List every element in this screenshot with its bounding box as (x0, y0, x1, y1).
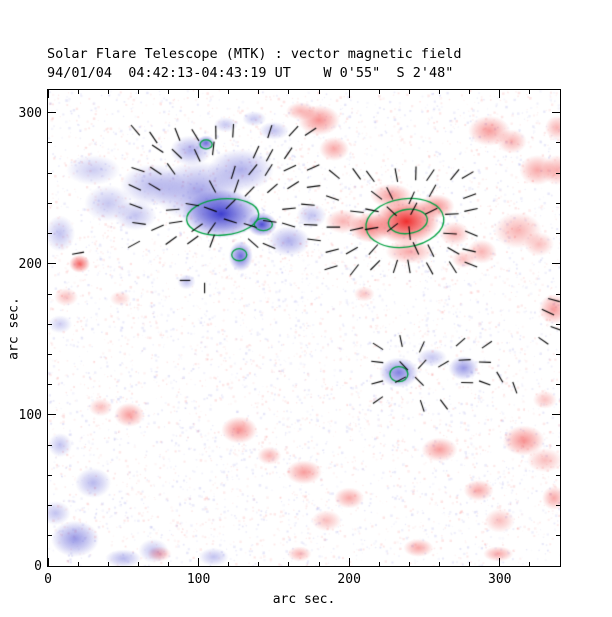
x-axis-tick (198, 558, 200, 566)
x-tick-label: 0 (44, 572, 52, 587)
y-axis-tick (48, 505, 52, 507)
y-axis-tick (556, 444, 560, 446)
y-axis-tick (48, 474, 52, 476)
x-axis-tick (258, 562, 260, 566)
y-tick-label: 200 (18, 256, 42, 272)
y-axis-tick (48, 293, 52, 295)
x-axis-tick (77, 562, 79, 566)
x-tick-label: 300 (488, 572, 512, 587)
y-axis-tick (552, 263, 560, 265)
x-axis-tick (107, 562, 109, 566)
x-axis-tick (137, 90, 139, 94)
x-axis-tick (77, 90, 79, 94)
x-axis-tick (469, 562, 471, 566)
y-axis-tick (556, 172, 560, 174)
x-axis-tick (228, 562, 230, 566)
y-axis-tick (556, 535, 560, 537)
x-axis-tick (318, 562, 320, 566)
y-axis-tick (48, 535, 52, 537)
magnetogram-canvas (48, 90, 560, 566)
chart-title: Solar Flare Telescope (MTK) : vector mag… (47, 46, 462, 62)
x-axis-tick (408, 90, 410, 94)
x-axis-tick (47, 90, 49, 98)
x-axis-tick (137, 562, 139, 566)
y-axis-tick (556, 474, 560, 476)
y-tick-label: 300 (18, 105, 42, 121)
y-tick-label: 0 (34, 559, 42, 574)
y-axis-tick (48, 353, 52, 355)
x-axis-tick (499, 558, 501, 566)
x-axis-tick (348, 90, 350, 98)
x-axis-tick (378, 90, 380, 94)
x-axis-tick (198, 90, 200, 98)
x-axis-tick (288, 90, 290, 94)
y-axis-tick (556, 323, 560, 325)
y-axis-tick (48, 263, 56, 265)
x-axis-tick (439, 90, 441, 94)
y-axis-tick (556, 142, 560, 144)
y-axis-tick (556, 505, 560, 507)
y-axis-label: arc sec. (6, 297, 22, 360)
x-axis-tick (529, 90, 531, 94)
y-axis-tick (556, 202, 560, 204)
y-axis-tick (48, 414, 56, 416)
plot-frame (47, 89, 561, 567)
x-axis-tick (258, 90, 260, 94)
y-axis-tick (48, 202, 52, 204)
x-axis-tick (167, 90, 169, 94)
x-axis-tick (228, 90, 230, 94)
x-axis-tick (408, 562, 410, 566)
x-tick-label: 200 (337, 572, 361, 587)
x-axis-tick (107, 90, 109, 94)
y-axis-tick (48, 384, 52, 386)
x-axis-tick (47, 558, 49, 566)
x-axis-tick (318, 90, 320, 94)
y-axis-tick (552, 112, 560, 114)
y-axis-tick (48, 323, 52, 325)
chart-subtitle: 94/01/04 04:42:13-04:43:19 UT W 0'55" S … (47, 65, 454, 81)
y-axis-tick (48, 112, 56, 114)
y-axis-tick (556, 353, 560, 355)
y-axis-tick (556, 293, 560, 295)
y-axis-tick (556, 233, 560, 235)
y-axis-tick (48, 444, 52, 446)
x-axis-tick (439, 562, 441, 566)
x-axis-label: arc sec. (272, 592, 336, 607)
x-axis-tick (499, 90, 501, 98)
x-axis-tick (469, 90, 471, 94)
y-axis-tick (48, 233, 52, 235)
x-axis-tick (288, 562, 290, 566)
x-axis-tick (348, 558, 350, 566)
y-tick-label: 100 (18, 407, 42, 423)
y-axis-tick (48, 565, 56, 567)
y-axis-tick (552, 565, 560, 567)
y-axis-tick (552, 414, 560, 416)
x-tick-label: 100 (186, 572, 211, 587)
x-axis-tick (378, 562, 380, 566)
x-axis-tick (167, 562, 169, 566)
y-axis-tick (48, 172, 52, 174)
y-axis-tick (556, 384, 560, 386)
x-axis-tick (529, 562, 531, 566)
y-axis-tick (48, 142, 52, 144)
